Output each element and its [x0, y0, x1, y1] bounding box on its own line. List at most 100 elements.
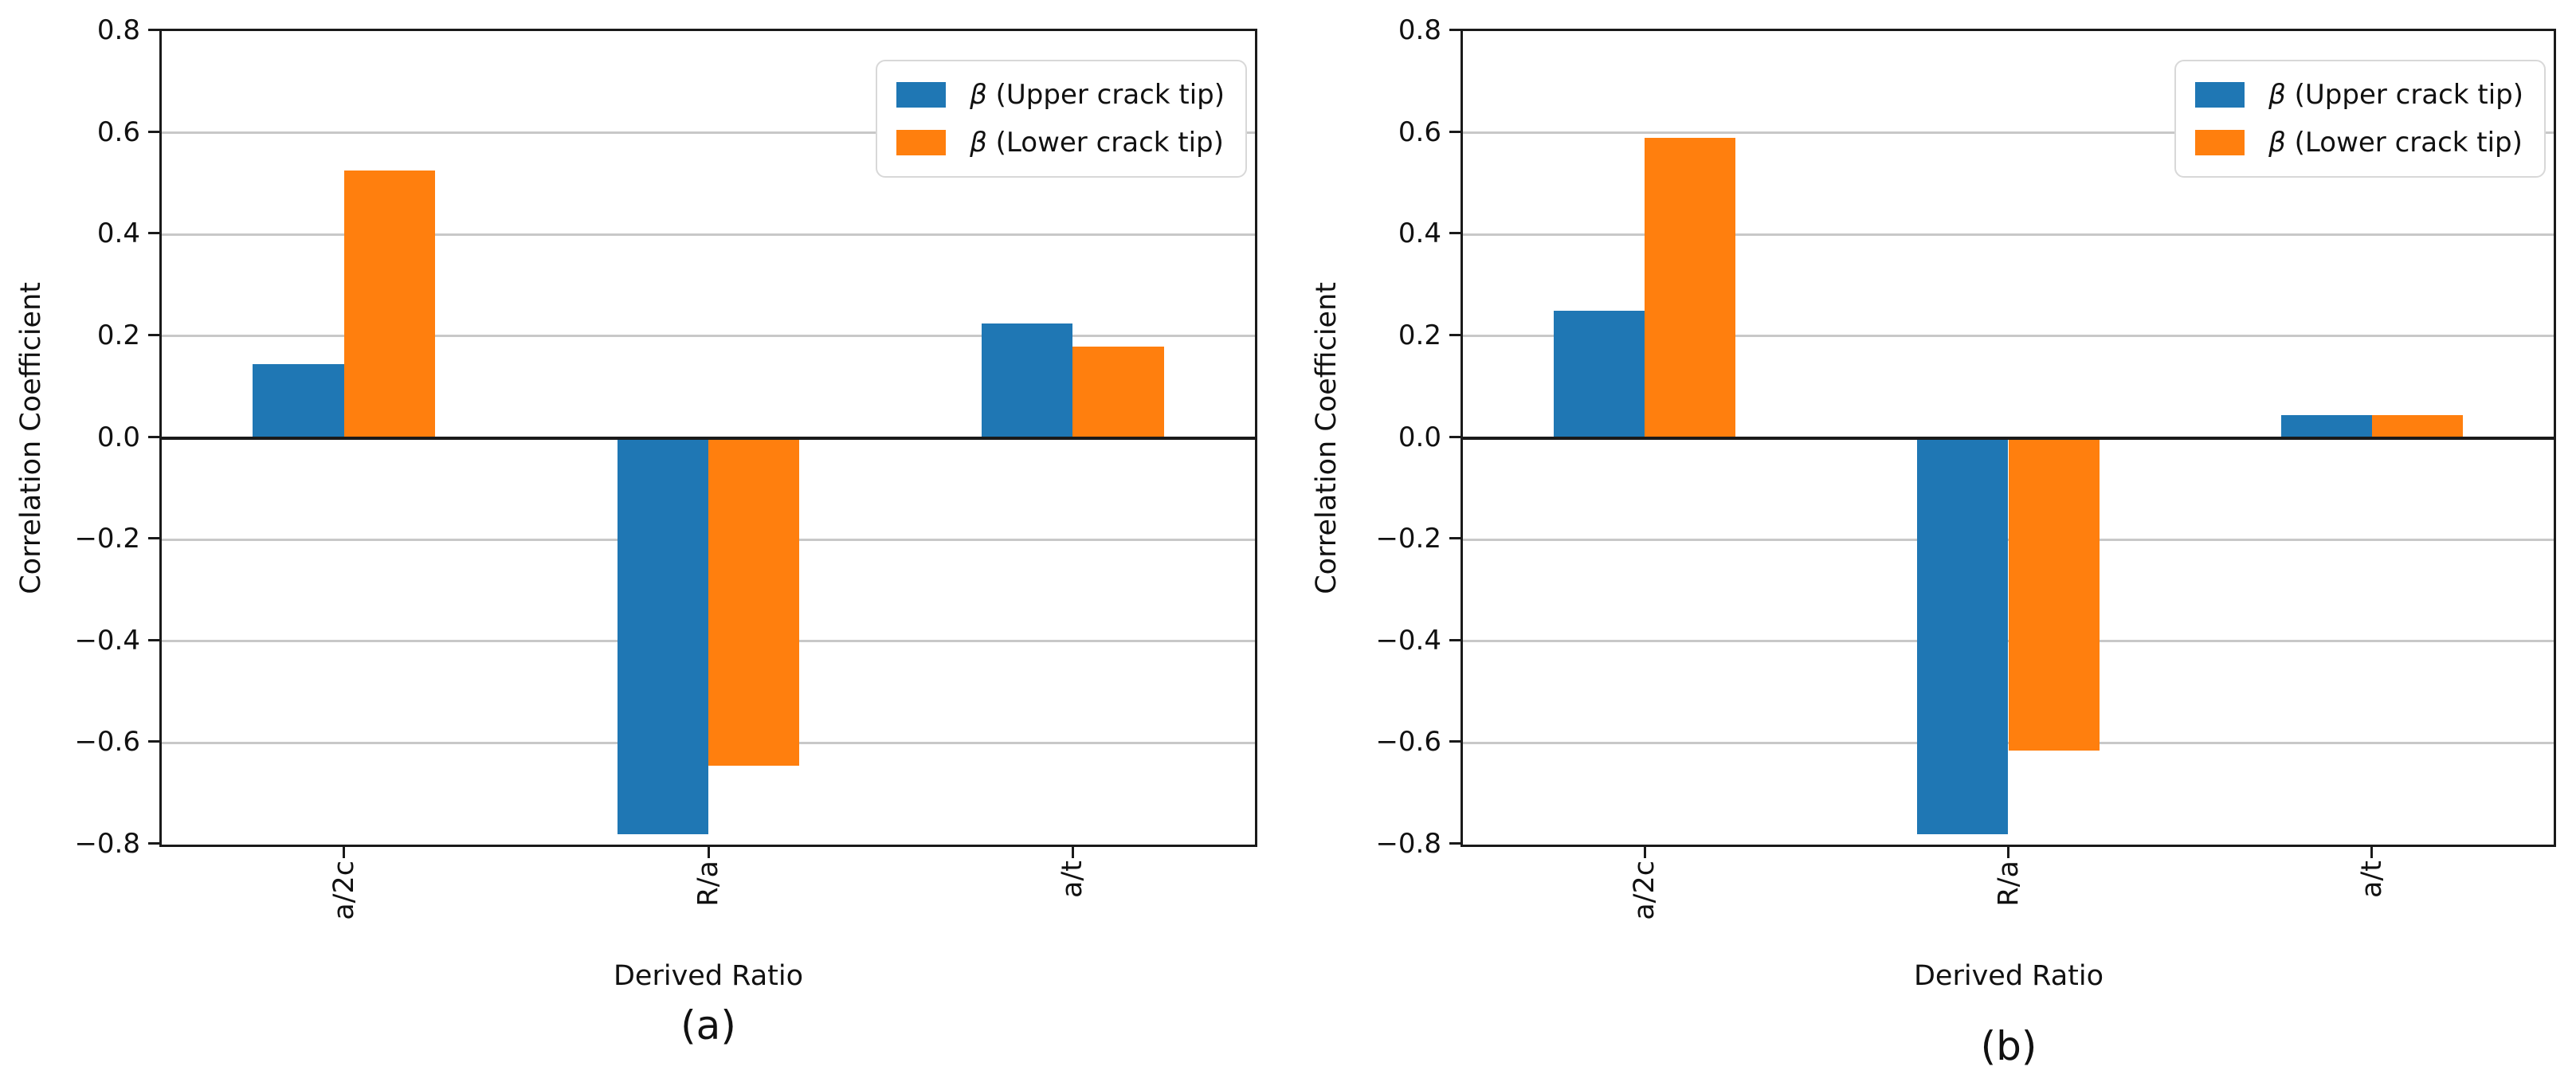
legend-swatch-upper: [2195, 82, 2245, 108]
bar-upper-crack-tip: [617, 437, 708, 835]
y-axis-label: Correlation Coefficient: [1311, 281, 1343, 594]
y-tick-label: 0.2: [1398, 319, 1441, 351]
legend-entry: β (Upper crack tip): [2195, 79, 2523, 111]
y-tick-label: 0.0: [96, 421, 140, 453]
legend-swatch-lower: [896, 130, 947, 155]
y-tick-mark: [1449, 130, 1461, 133]
y-tick-label: −0.4: [74, 624, 140, 657]
x-tick-label: R/a: [692, 861, 724, 907]
legend-entry: β (Lower crack tip): [2195, 127, 2523, 159]
y-tick-mark: [148, 232, 159, 235]
y-tick-mark: [1449, 232, 1461, 235]
beta-symbol: β: [970, 127, 987, 159]
y-tick-label: −0.2: [74, 523, 140, 555]
y-tick-mark: [148, 842, 159, 845]
y-tick-label: −0.6: [1375, 726, 1441, 759]
gridline: [162, 335, 1255, 338]
y-tick-mark: [1449, 638, 1461, 641]
y-tick-mark: [148, 740, 159, 743]
y-tick-label: 0.8: [1398, 14, 1441, 46]
zero-line: [162, 436, 1255, 440]
gridline: [1463, 233, 2554, 236]
x-tick-mark: [343, 847, 346, 858]
subplot-b: Correlation Coefficient 0.8 0.6 0.4 0.2 0.0 −…: [1288, 0, 2576, 1090]
legend-label-text: (Upper crack tip): [986, 79, 1225, 111]
y-tick-mark: [148, 638, 159, 641]
bar-upper-crack-tip: [253, 363, 344, 438]
gridline: [162, 233, 1255, 236]
y-tick-label: 0.2: [96, 319, 140, 351]
bar-lower-crack-tip: [1645, 138, 1736, 438]
x-tick-mark: [1643, 847, 1646, 858]
y-tick-label: 0.0: [1398, 421, 1441, 453]
x-tick-mark: [2007, 847, 2009, 858]
legend-swatch-lower: [2195, 130, 2245, 155]
legend-label: β (Lower crack tip): [970, 127, 1224, 159]
x-tick-mark: [2370, 847, 2374, 858]
x-tick-label: a/t: [1057, 861, 1089, 898]
y-tick-mark: [148, 537, 159, 540]
plot-area: 0.8 0.6 0.4 0.2 0.0 −0.2 −0.4 −0.6 −0.8 a/2c R/a a/…: [1375, 14, 2556, 920]
y-tick-mark: [1449, 740, 1461, 743]
y-tick-mark: [1449, 842, 1461, 845]
legend-entry: β (Upper crack tip): [896, 79, 1225, 111]
bar-lower-crack-tip: [2008, 437, 2100, 751]
panel-caption: (b): [1980, 1023, 2037, 1069]
y-tick-mark: [1449, 333, 1461, 336]
bar-upper-crack-tip: [2280, 414, 2372, 438]
x-tick-label: a/2c: [1629, 861, 1661, 920]
bar-lower-crack-tip: [1072, 346, 1164, 438]
legend-entry: β (Lower crack tip): [896, 127, 1225, 159]
beta-symbol: β: [970, 79, 987, 111]
beta-symbol: β: [2268, 127, 2286, 159]
zero-line: [1463, 436, 2554, 440]
legend-label-text: (Upper crack tip): [2285, 79, 2523, 111]
bar-lower-crack-tip: [2371, 414, 2463, 438]
y-tick-label: 0.4: [1398, 218, 1441, 250]
gridline: [1463, 131, 2554, 135]
x-tick-mark: [707, 847, 710, 858]
y-tick-label: 0.6: [96, 116, 140, 148]
bar-upper-crack-tip: [982, 323, 1073, 438]
y-tick-label: −0.6: [74, 726, 140, 759]
legend: β (Upper crack tip) β (Lower crack tip): [876, 60, 1247, 178]
subplot-a: Correlation Coefficient 0.8 0.6 0.4 0.2 0.0 −…: [11, 14, 1257, 1049]
legend: β (Upper crack tip) β (Lower crack tip): [2174, 60, 2546, 178]
legend-label: β (Upper crack tip): [2268, 79, 2523, 111]
legend-label: β (Lower crack tip): [2268, 127, 2523, 159]
y-tick-label: −0.8: [1375, 828, 1441, 860]
y-tick-label: 0.4: [96, 218, 140, 250]
legend-label-text: (Lower crack tip): [986, 127, 1224, 159]
y-tick-mark: [1449, 29, 1461, 31]
gridline: [162, 131, 1255, 135]
y-tick-label: −0.2: [1375, 523, 1441, 555]
plot-area: 0.8 0.6 0.4 0.2 0.0 −0.2 −0.4 −0.6 −0.8 a/2c R/a a/…: [74, 14, 1257, 920]
y-tick-mark: [148, 130, 159, 133]
x-tick-mark: [1071, 847, 1074, 858]
y-axis-label: Correlation Coefficient: [15, 281, 47, 594]
x-axis-label: Derived Ratio: [1913, 960, 2104, 992]
x-tick-label: a/2c: [327, 861, 360, 920]
gridline: [1463, 335, 2554, 338]
panel-caption: (a): [680, 1002, 736, 1049]
x-tick-label: a/t: [2355, 861, 2388, 898]
legend-swatch-upper: [896, 82, 947, 108]
y-tick-mark: [1449, 435, 1461, 438]
y-tick-label: 0.8: [96, 14, 140, 46]
bar-upper-crack-tip: [1917, 437, 2009, 835]
bar-lower-crack-tip: [343, 171, 435, 438]
beta-symbol: β: [2268, 79, 2286, 111]
y-axis-label-wrap-a: Correlation Coefficient: [11, 29, 51, 847]
x-tick-label: R/a: [1992, 861, 2025, 907]
y-tick-mark: [148, 29, 159, 31]
legend-label-text: (Lower crack tip): [2285, 127, 2523, 159]
y-tick-mark: [1449, 537, 1461, 540]
y-tick-label: 0.6: [1398, 116, 1441, 148]
y-tick-label: −0.8: [74, 828, 140, 860]
bar-lower-crack-tip: [708, 437, 800, 767]
y-axis-label-wrap-b: Correlation Coefficient: [1307, 29, 1347, 847]
x-axis-label: Derived Ratio: [613, 960, 804, 992]
legend-label: β (Upper crack tip): [970, 79, 1225, 111]
y-tick-mark: [148, 333, 159, 336]
